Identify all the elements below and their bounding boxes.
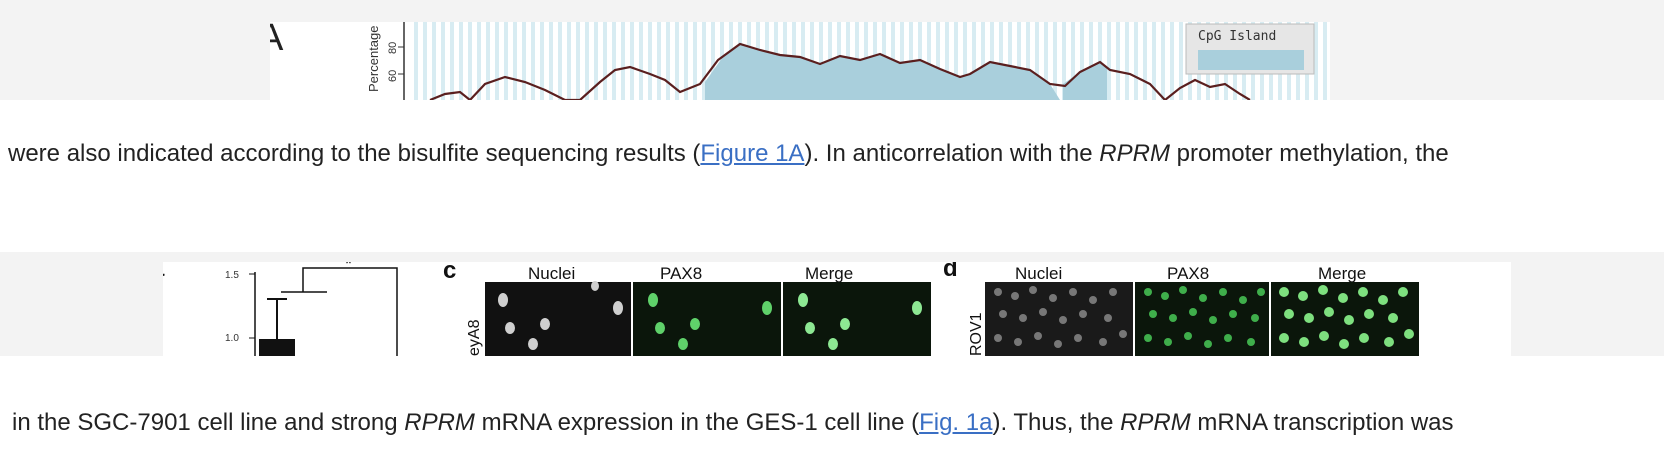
cpg-island-plot: A Percentage 80 60 CpG Island: [270, 22, 1330, 100]
panel-c-pax8-cells: [648, 293, 772, 350]
legend-swatch-cpg-island: [1198, 50, 1304, 70]
panel-label-c: c: [443, 262, 456, 284]
caption-2-text-middle-2: ). Thus, the: [992, 409, 1121, 436]
y-tick-label-1-5: 1.5: [225, 270, 239, 281]
caption-1-text-middle: ). In anticorrelation with the: [804, 140, 1100, 167]
caption-2-text-before: in the SGC-7901 cell line and strong: [12, 409, 405, 436]
caption-1-text-before: were also indicated according to the bis…: [8, 140, 701, 167]
cpg-island-region-1: [705, 44, 1060, 100]
caption-2-text-after: mRNA transcription was: [1190, 409, 1454, 436]
panel-label-d: d: [943, 262, 958, 282]
text-paragraph-2: in the SGC-7901 cell line and strong RPR…: [12, 409, 1454, 437]
panel-d-column-pax8: PAX8: [1167, 264, 1209, 283]
expression-figure: a 1.5 1.0 * c Nuclei PAX8 Merge eyA8: [163, 262, 1419, 356]
significance-star: *: [345, 262, 352, 274]
panel-d-column-merge: Merge: [1318, 264, 1366, 283]
bar-ges1: [259, 339, 295, 356]
panel-c-merge-cells: [798, 293, 922, 350]
figure-1a-thumbnail[interactable]: A Percentage 80 60 CpG Island: [270, 22, 1330, 100]
panel-d-row-label: ROV1: [968, 312, 985, 356]
panel-c-column-merge: Merge: [805, 264, 853, 283]
panel-d-column-nuclei: Nuclei: [1015, 264, 1062, 283]
panel-c-pax8-image: [633, 282, 781, 356]
gene-name-rprm: RPRM: [1099, 140, 1170, 167]
figure-1a-link[interactable]: Figure 1A: [700, 140, 805, 167]
panel-label-A: A: [270, 22, 284, 59]
figure-1a-2-thumbnail[interactable]: a 1.5 1.0 * c Nuclei PAX8 Merge eyA8: [163, 262, 1511, 356]
y-tick-label-1-0: 1.0: [225, 333, 239, 344]
text-paragraph-1: were also indicated according to the bis…: [8, 140, 1449, 168]
panel-c-column-nuclei: Nuclei: [528, 264, 575, 283]
panel-c-column-pax8: PAX8: [660, 264, 702, 283]
y-tick-label-60: 60: [387, 70, 399, 82]
cpg-island-region-2: [1063, 62, 1107, 100]
panel-d-merge-cells: [1279, 285, 1414, 349]
panel-c-merge-image: [783, 282, 931, 356]
caption-2-text-middle-1: mRNA expression in the GES-1 cell line (: [474, 409, 920, 436]
panel-d-nuclei-cells: [994, 286, 1127, 348]
y-tick-label-80: 80: [387, 42, 399, 54]
panel-label-a: a: [163, 262, 165, 282]
significance-bracket: [302, 267, 398, 356]
panel-c-row-label: eyA8: [466, 319, 483, 356]
panel-c-nuclei-cells: [498, 281, 623, 350]
legend-label-cpg-island: CpG Island: [1198, 29, 1276, 44]
panel-c-nuclei-image: [485, 282, 631, 356]
gene-name-rprm-1: RPRM: [404, 409, 475, 436]
methylation-percentage-line: [429, 42, 1251, 100]
caption-1-text-after: promoter methylation, the: [1169, 140, 1449, 167]
y-axis-label: Percentage: [366, 26, 381, 93]
gene-name-rprm-2: RPRM: [1120, 409, 1191, 436]
fig-1a-link[interactable]: Fig. 1a: [919, 409, 993, 436]
panel-d-pax8-cells: [1144, 286, 1265, 348]
